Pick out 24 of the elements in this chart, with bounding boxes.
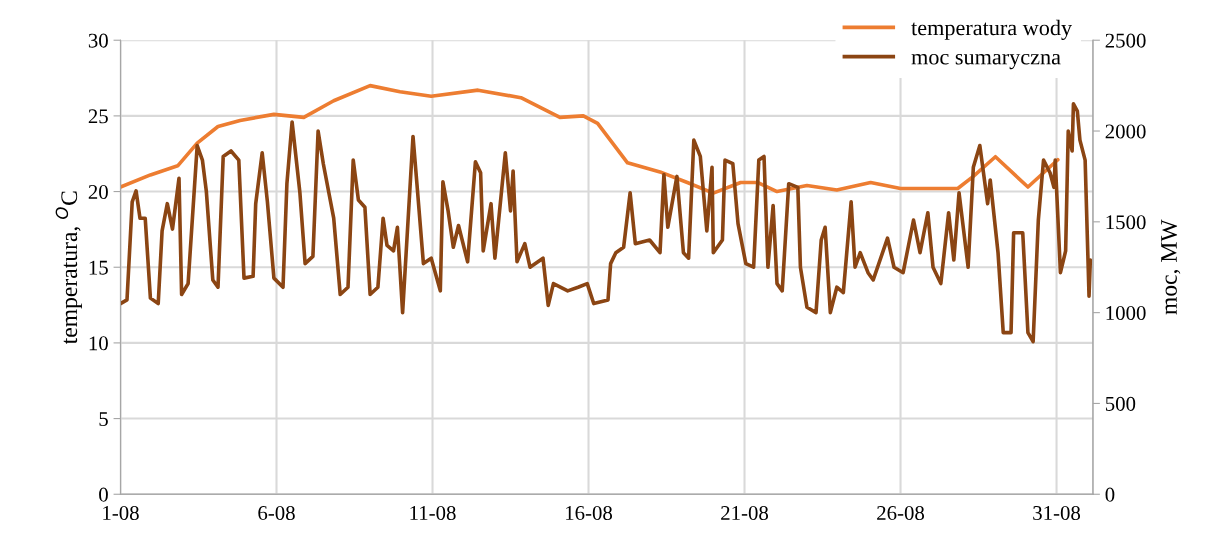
y-tick-label: 10 bbox=[89, 336, 108, 351]
y-tick-label: 0 bbox=[99, 487, 108, 502]
x-tick-label: 31-08 bbox=[1033, 505, 1081, 521]
y-tick-label: 5 bbox=[99, 412, 108, 427]
y2-tick-label: 0 bbox=[1105, 487, 1115, 502]
x-tick-label: 11-08 bbox=[410, 505, 456, 521]
y2-tick-label: 1000 bbox=[1106, 306, 1146, 321]
y2-tick-label: 2500 bbox=[1105, 33, 1146, 48]
y-tick-label: 25 bbox=[88, 109, 108, 124]
y2-tick-label: 1500 bbox=[1106, 215, 1146, 230]
y-tick-label: 30 bbox=[88, 33, 108, 48]
y-axis-title: temperatura, $^{O}$C bbox=[55, 191, 82, 345]
y-tick-label: 20 bbox=[88, 184, 108, 199]
y2-axis-title: moc, MW bbox=[1161, 219, 1181, 315]
y2-tick-label: 500 bbox=[1105, 396, 1136, 411]
x-tick-label: 6-08 bbox=[258, 505, 295, 521]
x-tick-label: 21-08 bbox=[721, 505, 769, 521]
x-tick-label: 1-08 bbox=[103, 505, 139, 521]
x-tick-label: 16-08 bbox=[566, 505, 613, 521]
y2-tick-label: 2000 bbox=[1105, 124, 1146, 139]
y-tick-label: 15 bbox=[89, 260, 108, 275]
legend-label: moc sumaryczna bbox=[911, 53, 1061, 70]
x-tick-label: 26-08 bbox=[877, 505, 925, 521]
legend-label: temperatura wody bbox=[911, 19, 1073, 40]
